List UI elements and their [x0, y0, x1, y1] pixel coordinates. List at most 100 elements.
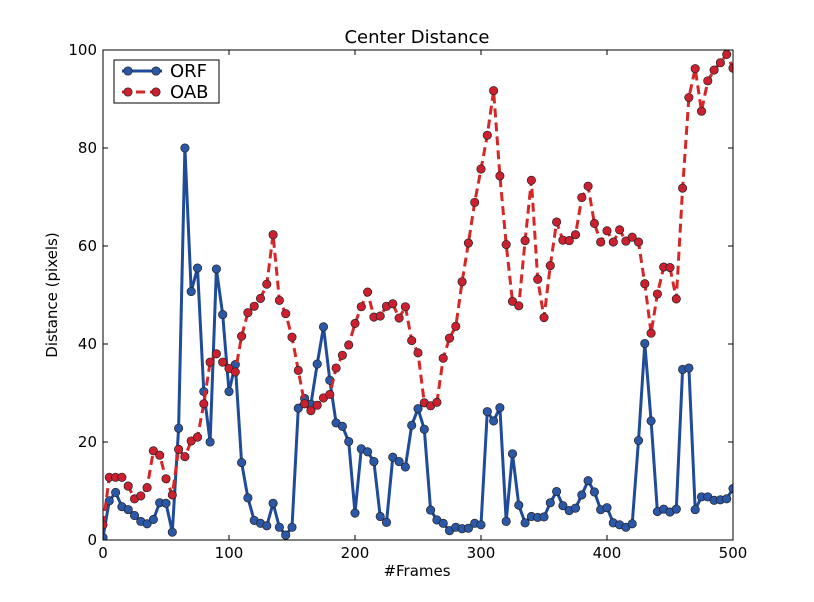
data-point-orf	[142, 519, 152, 529]
data-point-oab	[306, 406, 316, 416]
data-point-orf	[205, 437, 215, 447]
data-point-oab	[646, 328, 656, 338]
data-point-oab	[665, 263, 675, 273]
data-point-oab	[199, 399, 209, 409]
data-point-orf	[463, 523, 473, 533]
data-point-oab	[274, 295, 284, 305]
data-point-oab	[363, 287, 373, 297]
data-point-orf	[545, 498, 555, 508]
data-point-orf	[671, 504, 681, 514]
data-point-orf	[268, 498, 278, 508]
data-point-orf	[589, 487, 599, 497]
data-point-oab	[255, 293, 266, 303]
data-point-oab	[520, 236, 530, 246]
data-point-orf	[583, 476, 593, 486]
data-point-orf	[476, 520, 486, 530]
data-point-oab	[350, 318, 360, 328]
data-point-oab	[243, 308, 253, 318]
data-point-oab	[470, 197, 480, 207]
data-point-orf	[344, 436, 354, 447]
data-point-oab	[237, 331, 247, 341]
data-point-oab	[495, 171, 505, 181]
data-point-orf	[407, 420, 417, 430]
x-tick-label: 500	[719, 544, 748, 562]
data-point-orf	[400, 462, 410, 472]
data-point-oab	[703, 76, 713, 86]
data-point-orf	[237, 458, 247, 468]
data-point-orf	[388, 452, 398, 462]
data-point-orf	[394, 457, 404, 467]
data-point-oab	[148, 446, 158, 456]
data-point-orf	[161, 498, 171, 508]
data-point-orf	[558, 501, 568, 511]
data-point-orf	[419, 424, 429, 434]
plot-area-frame	[102, 49, 734, 541]
data-point-orf	[129, 510, 140, 521]
data-point-orf	[167, 527, 177, 537]
legend-label-orf: ORF	[170, 61, 207, 82]
data-point-oab	[205, 357, 215, 367]
y-tick-label: 100	[68, 41, 97, 59]
data-point-oab	[715, 58, 725, 68]
data-point-orf	[520, 518, 530, 528]
data-point-orf	[111, 487, 121, 498]
data-point-oab	[356, 302, 366, 312]
data-point-oab	[577, 192, 587, 203]
data-point-oab	[167, 490, 177, 500]
data-point-oab	[180, 452, 190, 462]
data-point-oab	[400, 302, 410, 312]
data-point-oab	[218, 357, 228, 367]
data-point-orf	[438, 518, 448, 528]
data-point-oab	[583, 181, 593, 191]
data-point-oab	[249, 301, 259, 311]
data-point-oab	[136, 491, 146, 501]
data-point-oab	[161, 474, 171, 484]
data-point-orf	[262, 521, 272, 531]
data-point-orf	[539, 512, 549, 522]
data-point-oab	[344, 340, 354, 350]
data-point-oab	[533, 274, 543, 284]
data-point-oab	[155, 450, 165, 460]
data-point-oab	[230, 367, 240, 377]
data-point-oab	[174, 444, 184, 454]
data-point-oab	[123, 481, 133, 491]
x-tick-label: 100	[215, 544, 244, 562]
legend-label-oab: OAB	[170, 82, 209, 103]
data-point-oab	[407, 336, 417, 346]
data-point-oab	[564, 236, 574, 246]
y-tick-label: 40	[78, 335, 97, 353]
data-point-orf	[489, 416, 499, 426]
y-tick-label: 60	[78, 237, 97, 255]
data-point-orf	[287, 522, 297, 532]
data-point-oab	[596, 237, 606, 247]
legend-marker-oab	[151, 87, 161, 97]
data-point-orf	[318, 322, 329, 332]
data-point-orf	[186, 287, 196, 297]
data-point-oab	[589, 218, 599, 229]
data-point-orf	[148, 514, 158, 524]
data-point-oab	[696, 106, 707, 116]
data-point-oab	[476, 164, 486, 174]
data-point-oab	[722, 50, 732, 59]
data-point-orf	[224, 386, 234, 397]
data-point-oab	[293, 365, 303, 376]
data-point-orf	[482, 407, 492, 417]
data-point-orf	[293, 403, 303, 413]
data-point-orf	[381, 517, 392, 527]
data-point-orf	[274, 522, 284, 532]
data-point-orf	[602, 503, 612, 513]
data-point-orf	[684, 363, 694, 373]
data-point-orf	[722, 494, 732, 504]
data-point-oab	[684, 92, 694, 103]
chart-title: Center Distance	[344, 27, 489, 48]
data-point-orf	[501, 516, 511, 526]
series-line-orf	[103, 146, 733, 538]
data-point-oab	[337, 350, 347, 360]
data-point-oab	[438, 353, 448, 363]
data-point-oab	[331, 363, 341, 373]
data-point-orf	[633, 435, 644, 446]
data-point-orf	[281, 530, 291, 540]
data-point-orf	[174, 423, 184, 433]
data-point-oab	[394, 313, 404, 323]
data-point-orf	[180, 143, 190, 153]
